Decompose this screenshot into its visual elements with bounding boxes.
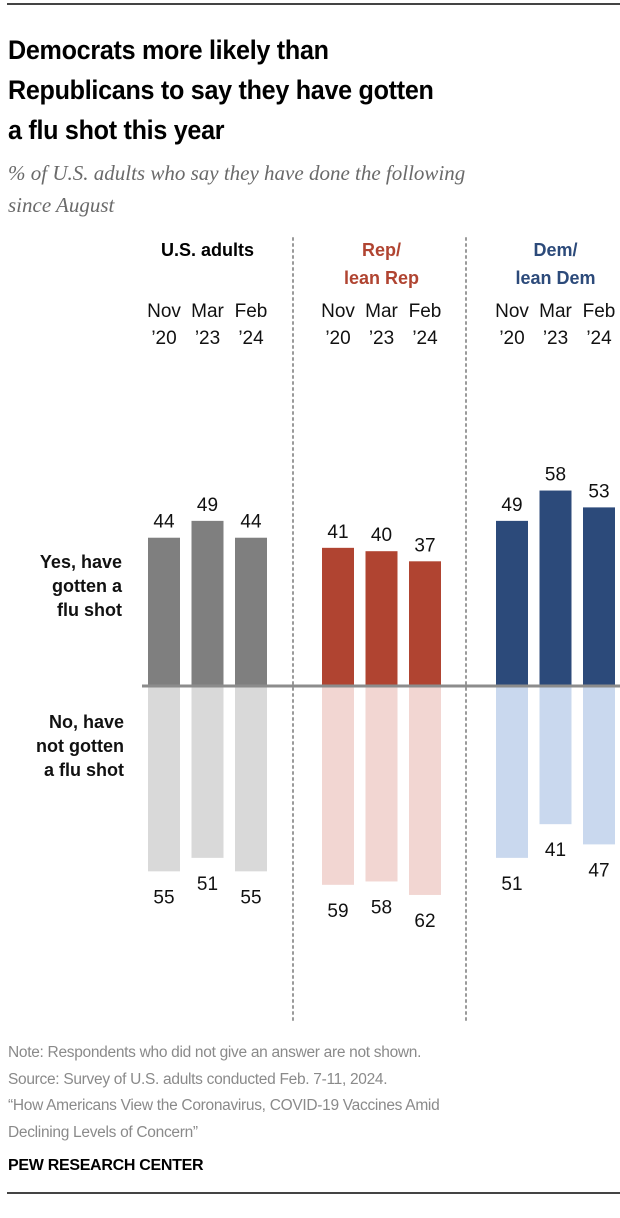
subtitle-line: % of U.S. adults who say they have done …	[8, 161, 466, 185]
bar-yes	[365, 551, 398, 686]
period-label-month: Nov	[495, 301, 529, 322]
report-title-line: “How Americans View the Coronavirus, COV…	[8, 1097, 440, 1114]
group-label: lean Dem	[515, 268, 595, 288]
chart-subtitle: % of U.S. adults who say they have done …	[8, 157, 608, 221]
period-label-year: ’23	[543, 328, 568, 349]
chart-title: Democrats more likely than Republicans t…	[8, 30, 557, 150]
note-text: Note: Respondents who did not give an an…	[8, 1044, 422, 1061]
period-label-month: Mar	[539, 301, 572, 322]
period-label-year: ’24	[586, 328, 612, 349]
value-label-no: 47	[588, 860, 609, 881]
period-label-month: Feb	[583, 301, 616, 322]
value-label-yes: 44	[240, 512, 262, 533]
bar-yes	[322, 547, 354, 686]
bottom-rule	[7, 1192, 620, 1194]
group-label: lean Rep	[344, 268, 419, 288]
bar-no	[583, 686, 615, 845]
group-label: U.S. adults	[161, 240, 254, 260]
bar-no	[191, 686, 224, 858]
value-label-yes: 37	[414, 535, 435, 556]
bar-no	[409, 686, 441, 895]
bar-yes	[496, 520, 528, 686]
bar-yes	[148, 537, 180, 686]
period-label-year: ’20	[499, 328, 524, 349]
period-label-year: ’20	[151, 328, 176, 349]
bar-yes	[539, 490, 572, 686]
period-label-year: ’24	[238, 328, 264, 349]
bar-yes	[583, 507, 615, 686]
value-label-no: 51	[197, 874, 218, 895]
value-label-yes: 53	[588, 481, 609, 502]
title-line: Democrats more likely than	[8, 35, 329, 65]
value-label-yes: 41	[327, 522, 348, 543]
row-label-yes: flu shot	[57, 600, 122, 620]
title-line: Republicans to say they have gotten	[8, 75, 434, 105]
period-label-month: Feb	[235, 301, 268, 322]
period-label-month: Mar	[191, 301, 224, 322]
row-label-yes: gotten a	[52, 576, 123, 596]
bar-no	[322, 686, 354, 885]
row-label-no: No, have	[49, 712, 124, 732]
value-label-yes: 58	[545, 465, 566, 486]
period-label-year: ’23	[369, 328, 394, 349]
value-label-yes: 40	[371, 525, 392, 546]
period-label-year: ’20	[325, 328, 350, 349]
report-title-line: Declining Levels of Concern”	[8, 1123, 198, 1141]
bar-no	[235, 686, 267, 872]
row-label-yes: Yes, have	[40, 552, 122, 572]
row-label-no: not gotten	[36, 736, 124, 756]
bar-yes	[409, 561, 441, 686]
bar-chart: Yes, have gotten a flu shot No, have not got…	[36, 237, 620, 1023]
bar-no	[496, 686, 528, 858]
row-label-no: a flu shot	[44, 760, 124, 780]
period-label-year: ’23	[195, 328, 220, 349]
value-label-yes: 49	[197, 495, 218, 516]
source-text: Source: Survey of U.S. adults conducted …	[8, 1070, 388, 1088]
period-label-year: ’24	[412, 328, 438, 349]
value-label-no: 58	[371, 897, 392, 918]
bar-yes	[235, 537, 267, 686]
period-label-month: Nov	[147, 301, 181, 322]
period-label-month: Nov	[321, 301, 355, 322]
pew-research-center-logo: PEW RESEARCH CENTER	[8, 1157, 204, 1174]
value-label-no: 55	[153, 887, 174, 908]
footnotes: Note: Respondents who did not give an an…	[8, 1040, 613, 1146]
bar-no	[539, 686, 572, 825]
period-label-month: Mar	[365, 301, 398, 322]
value-label-no: 41	[545, 840, 566, 861]
bar-yes	[191, 520, 224, 686]
group-label: Dem/	[533, 240, 577, 260]
period-label-month: Feb	[409, 301, 442, 322]
value-label-no: 59	[327, 901, 348, 922]
value-label-no: 51	[501, 874, 522, 895]
value-label-no: 62	[414, 911, 435, 932]
bar-no	[148, 686, 180, 872]
title-line: a flu shot this year	[8, 115, 225, 145]
top-rule	[7, 3, 620, 5]
value-label-yes: 44	[153, 512, 175, 533]
subtitle-line: since August	[8, 193, 115, 217]
group-label: Rep/	[362, 240, 401, 260]
bar-no	[365, 686, 398, 882]
value-label-no: 55	[240, 887, 261, 908]
value-label-yes: 49	[501, 495, 522, 516]
